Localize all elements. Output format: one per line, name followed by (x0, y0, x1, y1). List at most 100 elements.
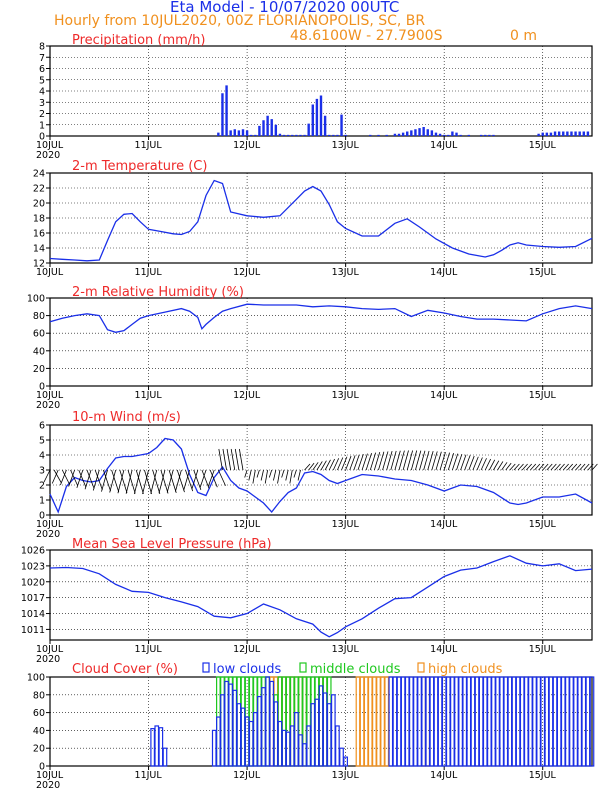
precip-bar (299, 134, 302, 136)
cloud-bar-low (470, 676, 476, 767)
wind-barb (353, 454, 360, 471)
precip-bar (245, 130, 249, 136)
rh-title: 2-m Relative Humidity (%) (72, 285, 244, 300)
precip-bar (545, 132, 549, 136)
precip-ytick-label: 3 (39, 98, 45, 109)
precip-bar (291, 134, 294, 136)
rh-ytick-label: 100 (27, 294, 45, 305)
wind-barb (70, 469, 79, 486)
precip-bar (254, 134, 257, 136)
cloud-ytick-label: 100 (27, 673, 45, 684)
wind-barb (386, 451, 393, 471)
mslp-xtick-label: 10JUL (36, 644, 64, 655)
precip-ytick-label: 8 (39, 42, 45, 53)
precip-xtick-label: 13JUL (332, 140, 360, 151)
wind-barbs (43, 448, 598, 495)
wind-ytick-label: 5 (39, 436, 45, 447)
wind-barb (579, 463, 586, 471)
wind-xtick-label: 11JUL (135, 519, 163, 530)
cloud-bar-low (400, 676, 406, 767)
precip-bar (430, 130, 434, 136)
cloud-bar-low (306, 725, 312, 767)
precip-bar (286, 134, 290, 136)
precip-bar (566, 131, 569, 136)
cloud-bar-high (363, 676, 369, 767)
temp-ytick-label: 12 (33, 259, 45, 270)
precip-title: Precipitation (mm/h) (72, 33, 205, 48)
cloud-bar-low (581, 676, 587, 767)
wind-barb (293, 469, 297, 478)
cloud-bar-low (261, 687, 266, 767)
wind-title: 10-m Wind (m/s) (72, 410, 181, 425)
wind-barb (264, 469, 269, 484)
wind-barb (135, 469, 144, 494)
wind-barb (68, 469, 76, 487)
cloud-bar-high (376, 676, 381, 767)
wind-ytick-label: 4 (39, 451, 45, 462)
wind-barb (308, 462, 315, 471)
wind-barb (357, 454, 364, 471)
cloud-bar-low (240, 707, 246, 767)
cloud-bar-low (252, 711, 258, 767)
wind-barb (324, 459, 331, 471)
cloud-bar-high (372, 676, 377, 767)
precip-xtick-label: 14JUL (430, 140, 458, 151)
precip-bar (562, 131, 565, 136)
precip-bar (393, 133, 397, 136)
cloud-bar-low (565, 676, 570, 767)
cloud-bar-low (552, 676, 558, 767)
precip-bar (229, 130, 232, 136)
wind-barb (297, 469, 301, 481)
wind-barb (252, 469, 256, 484)
cloud-bar-low (294, 711, 299, 767)
precip-bar (233, 129, 236, 136)
rh-ytick-label: 40 (33, 346, 45, 357)
wind-barb (554, 463, 561, 471)
wind-ytick-label: 1 (39, 496, 45, 507)
wind-barb (76, 469, 84, 489)
wind-barb (567, 463, 574, 471)
wind-ytick-label: 2 (39, 481, 45, 492)
cloud-title: Cloud Cover (%) (72, 662, 178, 677)
precip-bar (282, 134, 286, 136)
cloud-bar-low (585, 676, 591, 767)
wind-barb (51, 469, 59, 484)
wind-barb (175, 469, 182, 492)
cloud-bar-low (224, 680, 229, 767)
cloud-bar-low (265, 676, 270, 767)
cloud-bar-low (491, 676, 496, 767)
cloud-bar-low (454, 676, 459, 767)
mslp-series-line (49, 555, 593, 638)
precip-bar (414, 129, 417, 136)
cloud-bar-low (540, 676, 546, 767)
precip-bar (332, 134, 335, 136)
wind-xtick-label: 10JUL (36, 519, 64, 530)
cloud-bar-low (289, 725, 295, 767)
cloud-bar-low (314, 698, 320, 767)
wind-barb (337, 457, 344, 471)
wind-barb (328, 458, 335, 471)
cloud-bar-low (236, 703, 242, 767)
wind-barb (238, 448, 244, 471)
rh-year-label: 2020 (36, 400, 60, 411)
cloud-bar-low (339, 747, 344, 767)
cloud-bar-low (216, 716, 221, 767)
wind-barb (199, 469, 207, 489)
cloud-bar-low (392, 676, 398, 767)
cloud-bar-low (330, 694, 336, 767)
wind-barb (191, 469, 199, 490)
wind-barb (517, 463, 524, 471)
rh-ytick-label: 20 (33, 364, 45, 375)
precip-bar (459, 134, 462, 136)
cloud-bar-low (211, 729, 217, 767)
precip-bar (307, 123, 310, 136)
wind-xtick-label: 15JUL (529, 519, 557, 530)
wind-barb (230, 448, 236, 471)
location-coords: 48.6100W - 27.7900S (290, 28, 443, 44)
wind-barb (534, 463, 541, 471)
cloud-bar-low (257, 695, 262, 767)
wind-barb (456, 454, 463, 471)
precip-bar (434, 132, 438, 136)
cloud-bar-low (150, 728, 155, 767)
wind-barb (390, 450, 397, 471)
